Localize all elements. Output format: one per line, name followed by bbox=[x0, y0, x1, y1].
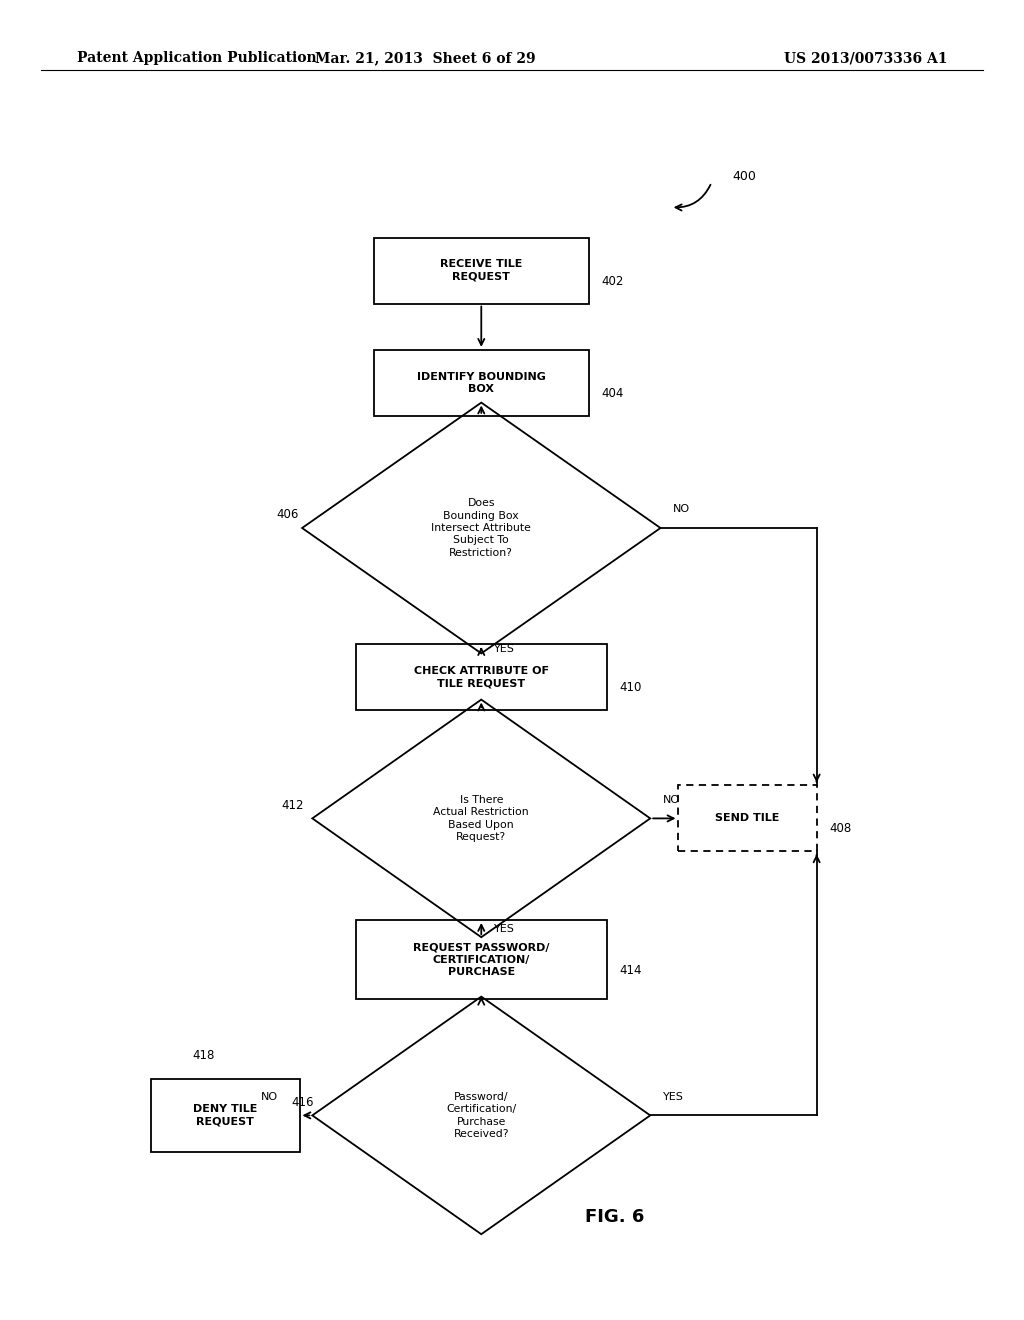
Text: 402: 402 bbox=[601, 275, 624, 288]
Bar bbox=[374, 350, 589, 416]
Text: 418: 418 bbox=[193, 1049, 214, 1061]
Text: DENY TILE
REQUEST: DENY TILE REQUEST bbox=[194, 1105, 257, 1126]
Text: 408: 408 bbox=[829, 822, 851, 836]
Text: YES: YES bbox=[494, 644, 514, 653]
Text: Is There
Actual Restriction
Based Upon
Request?: Is There Actual Restriction Based Upon R… bbox=[433, 795, 529, 842]
Text: 414: 414 bbox=[618, 964, 641, 977]
Bar bbox=[374, 238, 589, 304]
Text: FIG. 6: FIG. 6 bbox=[585, 1208, 644, 1226]
Text: Password/
Certification/
Purchase
Received?: Password/ Certification/ Purchase Receiv… bbox=[446, 1092, 516, 1139]
Bar bbox=[356, 644, 606, 710]
Text: CHECK ATTRIBUTE OF
TILE REQUEST: CHECK ATTRIBUTE OF TILE REQUEST bbox=[414, 667, 549, 688]
Text: 400: 400 bbox=[732, 169, 756, 182]
Bar bbox=[152, 1080, 299, 1151]
Text: RECEIVE TILE
REQUEST: RECEIVE TILE REQUEST bbox=[440, 260, 522, 281]
Text: REQUEST PASSWORD/
CERTIFICATION/
PURCHASE: REQUEST PASSWORD/ CERTIFICATION/ PURCHAS… bbox=[413, 942, 550, 977]
Text: 404: 404 bbox=[601, 387, 624, 400]
Text: Does
Bounding Box
Intersect Attribute
Subject To
Restriction?: Does Bounding Box Intersect Attribute Su… bbox=[431, 498, 531, 558]
Text: Patent Application Publication: Patent Application Publication bbox=[77, 51, 316, 65]
Text: 412: 412 bbox=[282, 799, 304, 812]
Bar bbox=[678, 785, 817, 851]
Text: Mar. 21, 2013  Sheet 6 of 29: Mar. 21, 2013 Sheet 6 of 29 bbox=[314, 51, 536, 65]
Text: NO: NO bbox=[673, 504, 690, 515]
Text: 410: 410 bbox=[618, 681, 641, 694]
Bar bbox=[356, 920, 606, 999]
Text: 406: 406 bbox=[276, 508, 299, 521]
Text: IDENTIFY BOUNDING
BOX: IDENTIFY BOUNDING BOX bbox=[417, 372, 546, 393]
Text: SEND TILE: SEND TILE bbox=[716, 813, 779, 824]
Text: NO: NO bbox=[663, 795, 680, 805]
Text: 416: 416 bbox=[292, 1096, 314, 1109]
Text: NO: NO bbox=[261, 1092, 279, 1102]
Text: YES: YES bbox=[494, 924, 514, 933]
Text: US 2013/0073336 A1: US 2013/0073336 A1 bbox=[783, 51, 947, 65]
Text: YES: YES bbox=[663, 1092, 683, 1102]
